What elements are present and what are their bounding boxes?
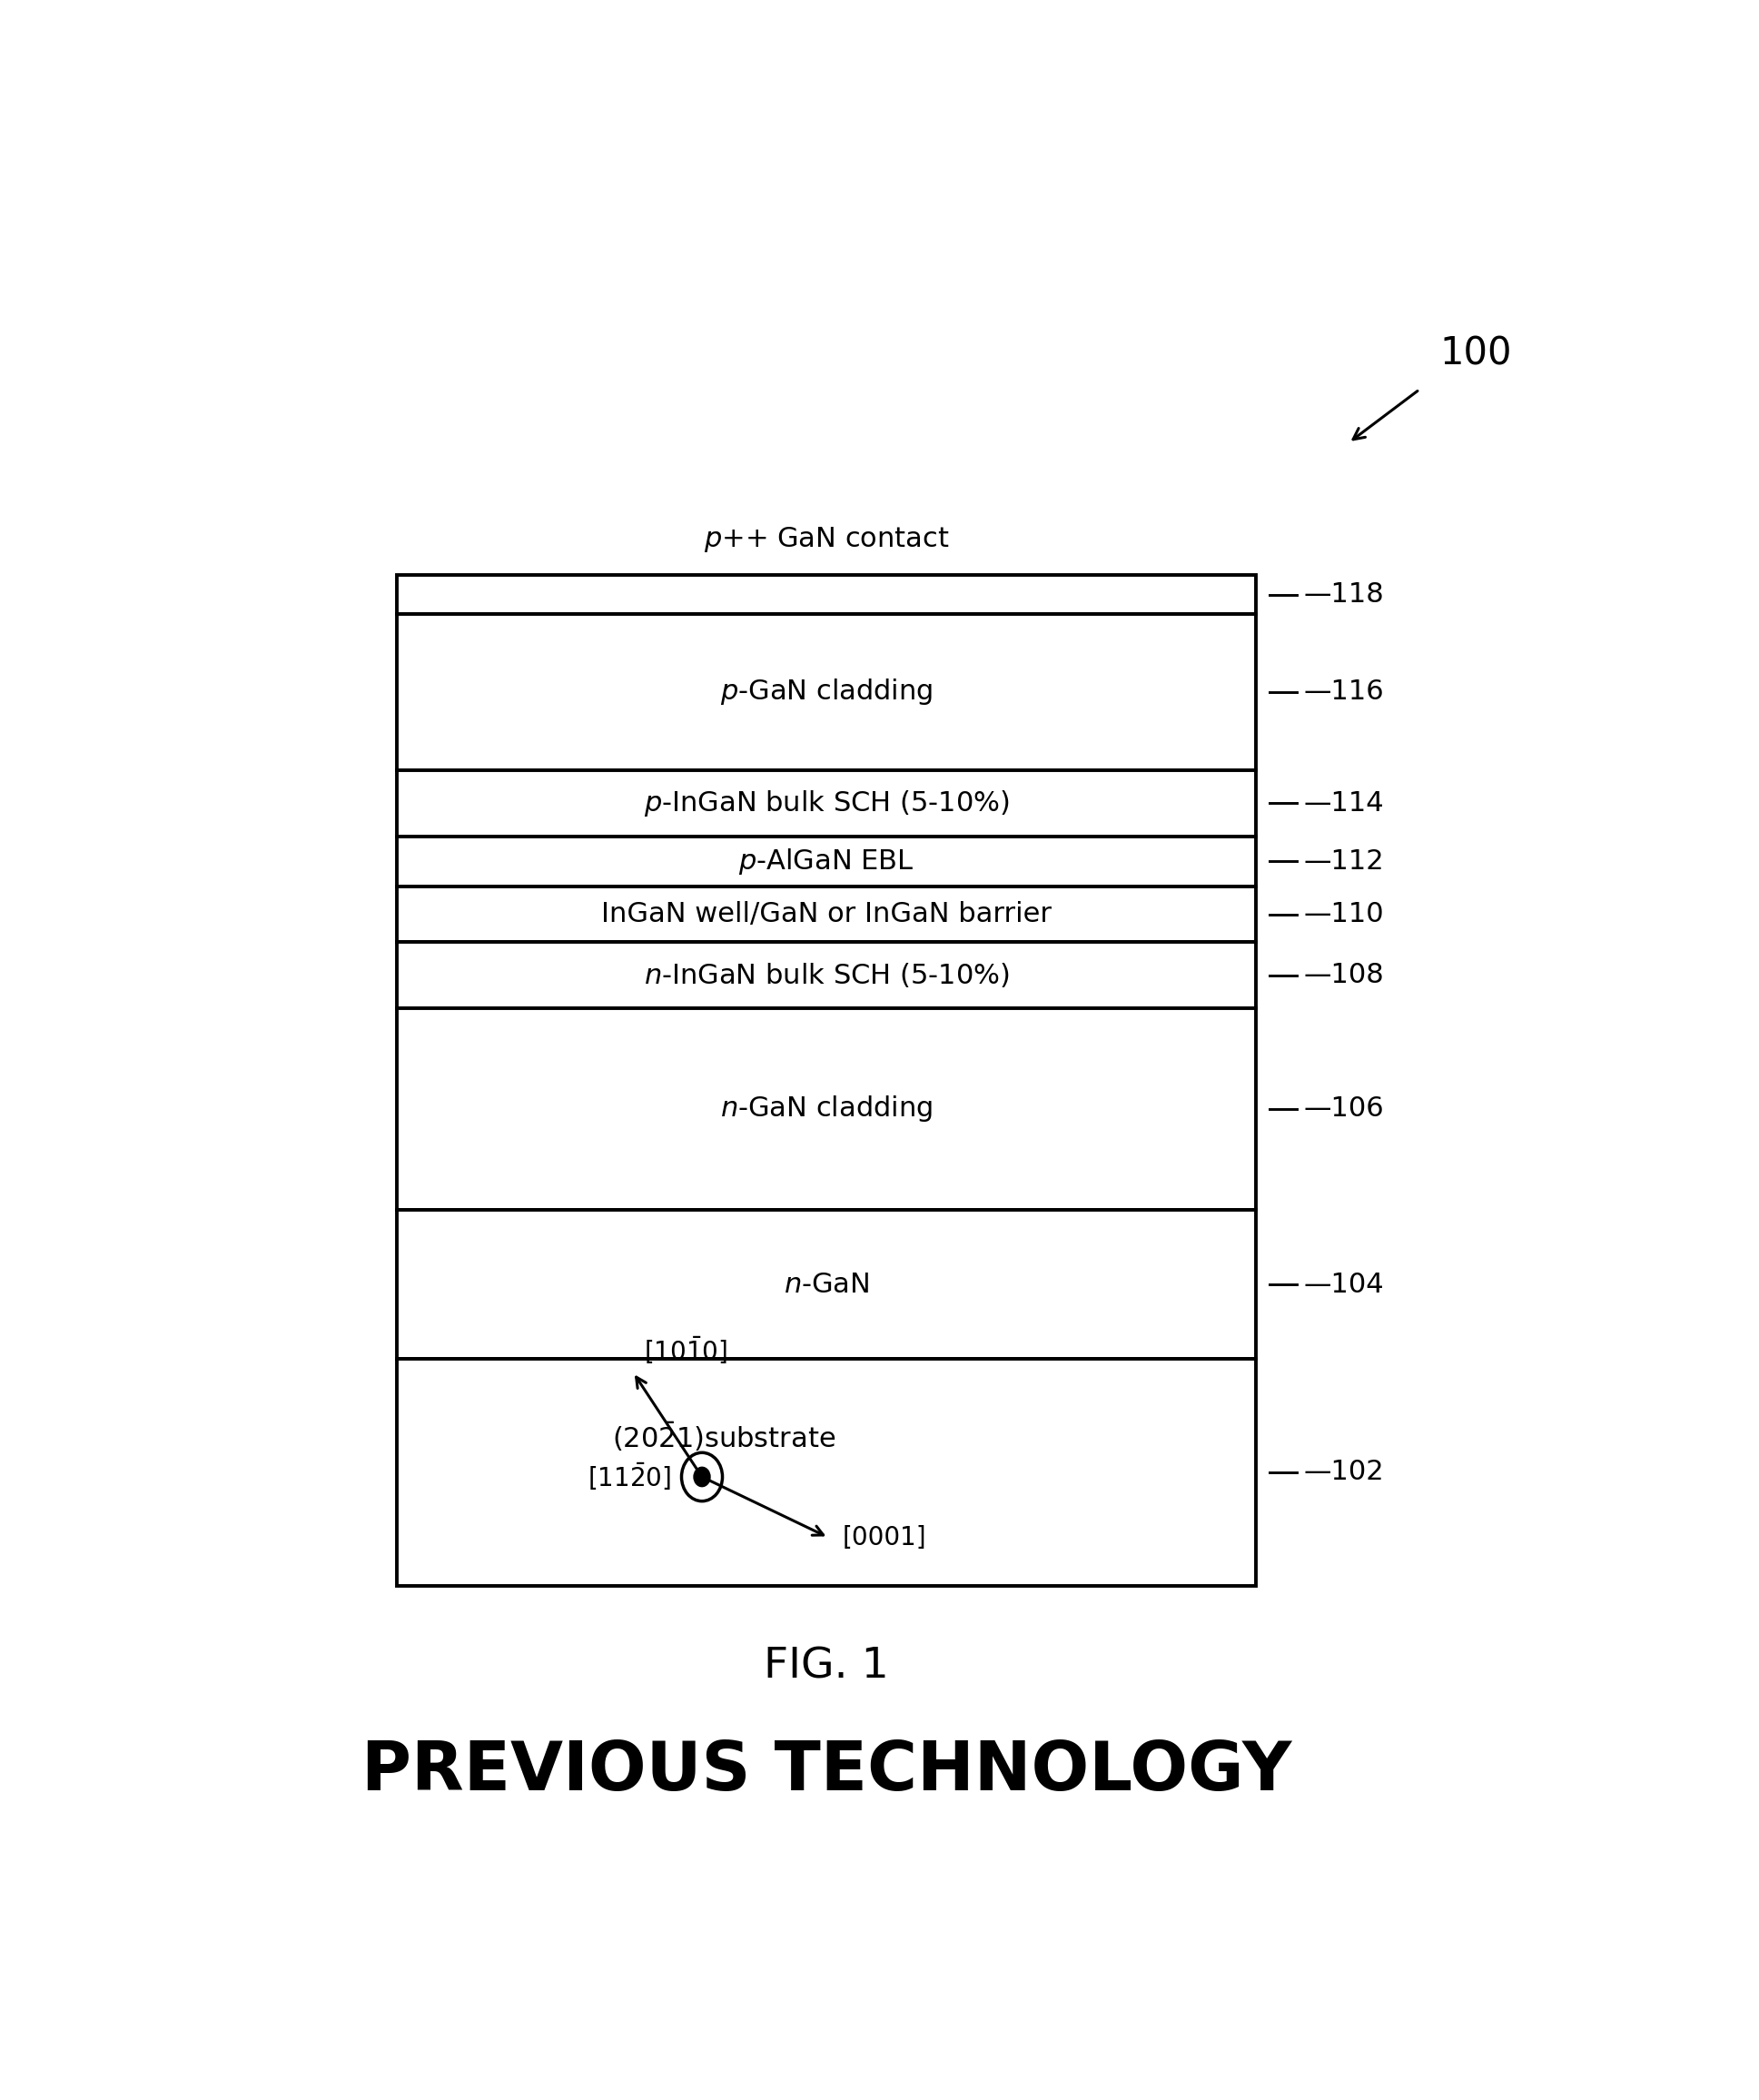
Text: $n$-GaN cladding: $n$-GaN cladding [719, 1094, 932, 1124]
Text: [10$\bar{1}$0]: [10$\bar{1}$0] [644, 1334, 728, 1365]
Text: $n$-InGaN bulk SCH (5-10%): $n$-InGaN bulk SCH (5-10%) [644, 962, 1010, 989]
Bar [398, 1210, 1256, 1359]
Text: [11$\bar{2}$0]: [11$\bar{2}$0] [588, 1462, 670, 1493]
Text: FIG. 1: FIG. 1 [763, 1646, 888, 1686]
Text: PREVIOUS TECHNOLOGY: PREVIOUS TECHNOLOGY [361, 1739, 1291, 1806]
Bar [398, 771, 1256, 836]
Bar [398, 575, 1256, 613]
Text: —106: —106 [1303, 1096, 1384, 1121]
Text: $p$++ GaN contact: $p$++ GaN contact [704, 525, 950, 554]
Bar [398, 886, 1256, 943]
Text: 100: 100 [1441, 336, 1513, 374]
Text: $p$-GaN cladding: $p$-GaN cladding [719, 676, 932, 708]
Text: —116: —116 [1303, 678, 1384, 706]
Text: [0001]: [0001] [843, 1525, 927, 1550]
Text: $p$-AlGaN EBL: $p$-AlGaN EBL [739, 846, 915, 876]
Text: —102: —102 [1303, 1460, 1384, 1485]
Circle shape [693, 1468, 711, 1487]
Text: (20$\bar{2}$1)substrate: (20$\bar{2}$1)substrate [612, 1420, 836, 1453]
Bar [398, 1008, 1256, 1210]
Text: —108: —108 [1303, 962, 1384, 989]
Bar [398, 613, 1256, 771]
Bar [398, 836, 1256, 886]
Bar [398, 943, 1256, 1008]
Text: —112: —112 [1303, 848, 1384, 874]
Text: —110: —110 [1303, 901, 1384, 928]
Text: —114: —114 [1303, 790, 1384, 817]
Text: $p$-InGaN bulk SCH (5-10%): $p$-InGaN bulk SCH (5-10%) [644, 788, 1010, 819]
Text: —118: —118 [1303, 582, 1384, 607]
Text: —104: —104 [1303, 1270, 1384, 1298]
Text: InGaN well/GaN or InGaN barrier: InGaN well/GaN or InGaN barrier [602, 901, 1052, 928]
Bar [398, 1359, 1256, 1586]
Text: $n$-GaN: $n$-GaN [785, 1270, 869, 1298]
